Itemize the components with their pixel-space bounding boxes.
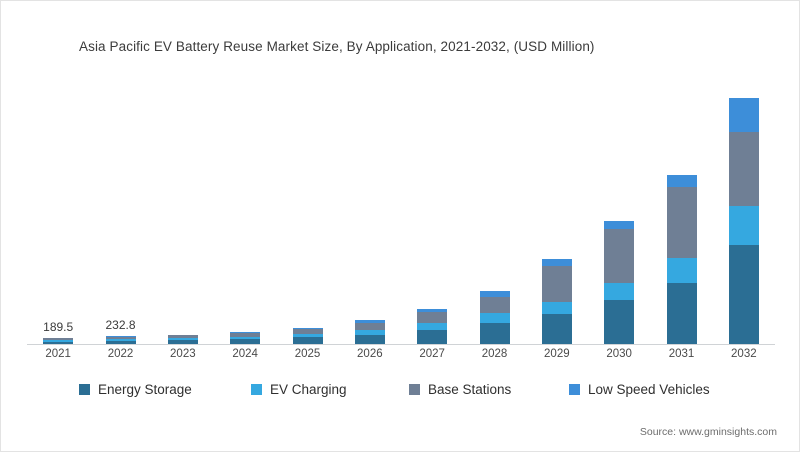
bar-segment-low-speed-vehicles-2028[interactable] — [479, 291, 510, 297]
bar-segment-low-speed-vehicles-2027[interactable] — [417, 308, 448, 313]
x-tick-2031: 2031 — [668, 348, 695, 360]
bar-segment-energy-storage-2031[interactable] — [666, 283, 697, 344]
legend-item-low-speed-vehicles[interactable]: Low Speed Vehicles — [569, 382, 710, 397]
bar-segment-low-speed-vehicles-2024[interactable] — [230, 331, 261, 333]
bar-segment-ev-charging-2026[interactable] — [354, 329, 385, 335]
bar-2030[interactable] — [604, 221, 635, 344]
x-tick-2032: 2032 — [731, 348, 757, 360]
bar-segment-energy-storage-2024[interactable] — [230, 339, 261, 344]
bar-segment-energy-storage-2027[interactable] — [417, 329, 448, 344]
bar-2024[interactable] — [230, 331, 261, 344]
x-tick-2024: 2024 — [232, 348, 258, 360]
legend-item-ev-charging[interactable]: EV Charging — [251, 382, 347, 397]
bar-segment-base-stations-2032[interactable] — [728, 131, 759, 207]
bar-segment-ev-charging-2025[interactable] — [292, 334, 323, 338]
legend-swatch-icon — [569, 384, 580, 395]
bar-segment-ev-charging-2028[interactable] — [479, 312, 510, 324]
bar-segment-energy-storage-2025[interactable] — [292, 337, 323, 344]
bar-2027[interactable] — [417, 308, 448, 344]
bar-segment-low-speed-vehicles-2025[interactable] — [292, 327, 323, 330]
bar-segment-ev-charging-2021[interactable] — [43, 340, 74, 342]
bar-segment-base-stations-2026[interactable] — [354, 322, 385, 330]
bar-segment-base-stations-2025[interactable] — [292, 329, 323, 335]
bar-segment-base-stations-2030[interactable] — [604, 229, 635, 284]
bar-segment-low-speed-vehicles-2022[interactable] — [105, 336, 136, 338]
bar-segment-ev-charging-2023[interactable] — [167, 338, 198, 341]
bar-segment-low-speed-vehicles-2029[interactable] — [541, 258, 572, 267]
legend-item-energy-storage[interactable]: Energy Storage — [79, 382, 192, 397]
bar-segment-base-stations-2031[interactable] — [666, 187, 697, 258]
legend-item-label: Base Stations — [428, 382, 512, 397]
bar-2026[interactable] — [354, 320, 385, 344]
legend-swatch-icon — [409, 384, 420, 395]
bar-segment-base-stations-2027[interactable] — [417, 312, 448, 323]
bar-2032[interactable] — [728, 97, 759, 344]
x-tick-2023: 2023 — [170, 348, 196, 360]
x-tick-2028: 2028 — [481, 348, 508, 360]
bar-2021[interactable]: 189.5 — [43, 320, 74, 344]
legend-item-label: EV Charging — [270, 382, 347, 397]
bar-segment-low-speed-vehicles-2026[interactable] — [354, 320, 385, 323]
bar-segment-energy-storage-2021[interactable] — [43, 341, 74, 344]
bar-segment-ev-charging-2032[interactable] — [728, 206, 759, 245]
bar-segment-ev-charging-2029[interactable] — [541, 301, 572, 314]
bar-segment-ev-charging-2031[interactable] — [666, 257, 697, 284]
bar-segment-low-speed-vehicles-2032[interactable] — [728, 97, 759, 132]
bar-segment-ev-charging-2022[interactable] — [105, 339, 136, 341]
x-tick-2029: 2029 — [544, 348, 570, 360]
x-tick-2022: 2022 — [107, 348, 134, 360]
bar-segment-low-speed-vehicles-2023[interactable] — [167, 334, 198, 336]
bar-segment-energy-storage-2029[interactable] — [541, 313, 572, 344]
bar-segment-energy-storage-2030[interactable] — [604, 300, 635, 344]
bar-2022[interactable]: 232.8 — [105, 318, 136, 344]
bar-segment-ev-charging-2024[interactable] — [230, 336, 261, 340]
x-tick-2021: 2021 — [45, 348, 71, 360]
legend-item-label: Low Speed Vehicles — [588, 382, 710, 397]
bar-segment-ev-charging-2027[interactable] — [417, 322, 448, 330]
bar-value-label-2021: 189.5 — [43, 319, 74, 334]
legend-swatch-icon — [79, 384, 90, 395]
chart-legend: Energy Storage EV Charging Base Stations Lo… — [79, 382, 729, 402]
bar-segment-base-stations-2022[interactable] — [105, 337, 136, 340]
source-note: Source: www.gminsights.com — [639, 426, 777, 438]
bar-segment-base-stations-2024[interactable] — [230, 332, 261, 337]
bar-segment-energy-storage-2023[interactable] — [167, 340, 198, 344]
legend-item-label: Energy Storage — [98, 382, 192, 397]
x-tick-2026: 2026 — [357, 348, 383, 360]
bar-segment-energy-storage-2022[interactable] — [105, 341, 136, 344]
bar-2025[interactable] — [292, 327, 323, 344]
bar-segment-low-speed-vehicles-2030[interactable] — [604, 221, 635, 230]
bar-segment-base-stations-2021[interactable] — [43, 338, 74, 341]
bar-segment-low-speed-vehicles-2031[interactable] — [666, 174, 697, 188]
bar-segment-base-stations-2028[interactable] — [479, 296, 510, 313]
legend-swatch-icon — [251, 384, 262, 395]
bar-segment-ev-charging-2030[interactable] — [604, 283, 635, 301]
legend-item-base-stations[interactable]: Base Stations — [409, 382, 511, 397]
plot-area: 189.5 232.8 — [27, 96, 775, 345]
bar-segment-energy-storage-2028[interactable] — [479, 323, 510, 344]
bar-segment-low-speed-vehicles-2021[interactable] — [43, 337, 74, 339]
bar-segment-energy-storage-2032[interactable] — [728, 244, 759, 344]
page-title: Asia Pacific EV Battery Reuse Market Siz… — [79, 39, 595, 54]
bar-segment-energy-storage-2026[interactable] — [354, 334, 385, 344]
bar-2028[interactable] — [479, 291, 510, 344]
x-axis-line — [27, 344, 775, 345]
x-tick-2027: 2027 — [419, 348, 445, 360]
bar-value-label-2022: 232.8 — [105, 318, 136, 333]
x-tick-2025: 2025 — [294, 348, 321, 360]
x-tick-2030: 2030 — [606, 348, 632, 360]
bar-2029[interactable] — [541, 258, 572, 344]
bar-2031[interactable] — [666, 174, 697, 344]
bar-2023[interactable] — [167, 334, 198, 344]
bar-segment-base-stations-2029[interactable] — [541, 266, 572, 302]
bar-segment-base-stations-2023[interactable] — [167, 335, 198, 339]
x-axis-tick-labels: 2021 2022 2023 2024 2025 2026 2027 2028 2029 2030… — [27, 348, 775, 368]
